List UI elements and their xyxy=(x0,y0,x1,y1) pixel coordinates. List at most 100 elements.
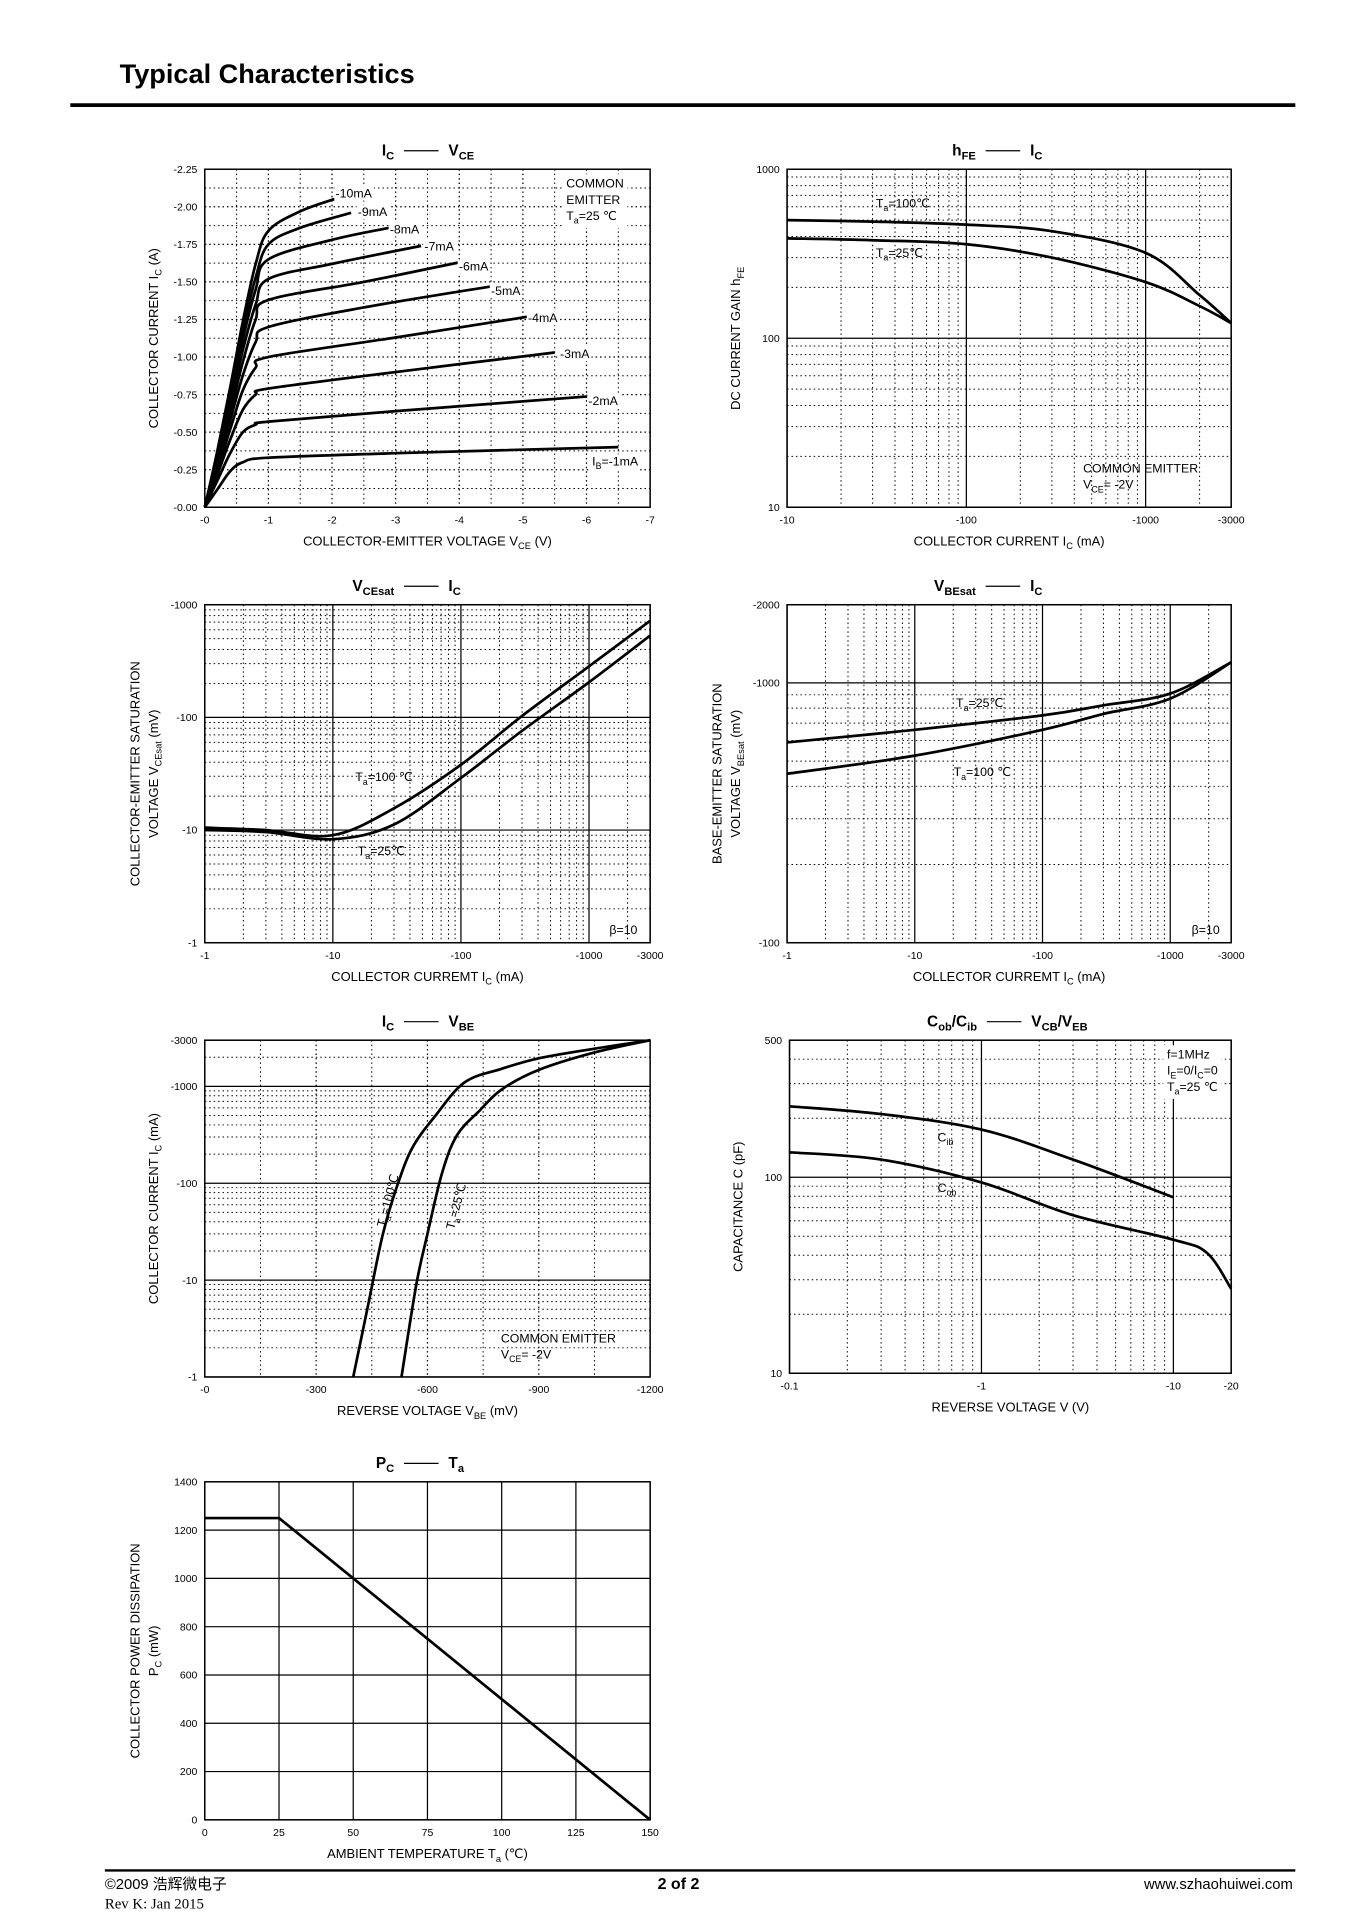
annotation-bg xyxy=(1163,1045,1222,1099)
subscript: C xyxy=(386,1463,394,1475)
subscript: ib xyxy=(946,1137,953,1147)
y-tick-label: -0.00 xyxy=(174,503,198,514)
label-bg xyxy=(334,186,374,201)
text-part: COLLECTOR CURREMT I xyxy=(331,969,485,984)
subscript: a xyxy=(964,703,969,713)
annotation: Ta=25 ℃ xyxy=(1167,1080,1218,1097)
series-line xyxy=(789,1104,1174,1199)
subscript: FE xyxy=(962,150,976,162)
series-label: Ta=100 ℃ xyxy=(355,770,413,787)
annotation: COMMON EMITTER xyxy=(1083,462,1198,476)
text-part: (mV) xyxy=(486,1403,518,1418)
y-tick-label: 500 xyxy=(765,1036,783,1047)
series-line xyxy=(203,445,619,509)
x-axis-label: COLLECTOR CURREMT IC (mA) xyxy=(913,969,1105,987)
text-part: (A) xyxy=(146,248,161,269)
copyright: ©2009 浩辉微电子 xyxy=(105,1876,227,1893)
subscript: C xyxy=(485,977,492,987)
text-part: T xyxy=(448,1455,458,1472)
text-part: T xyxy=(355,770,363,784)
x-tick-label: -1200 xyxy=(637,1385,664,1396)
text-part: COLLECTOR CURRENT I xyxy=(146,276,161,429)
text-part: V xyxy=(934,578,945,595)
series-line xyxy=(400,1038,651,1378)
x-tick-label: -1000 xyxy=(1132,515,1159,526)
annotation: IE=0/IC=0 xyxy=(1167,1064,1218,1081)
y-tick-label: -2000 xyxy=(753,600,780,611)
y-axis-label: CAPACITANCE C (pF) xyxy=(731,1142,746,1272)
y-tick-label: -10 xyxy=(182,1276,197,1287)
text-part: VOLTAGE V xyxy=(146,766,161,838)
x-tick-label: -10 xyxy=(1166,1381,1181,1392)
y-tick-label: -0.25 xyxy=(174,465,198,476)
chart-title: hFE xyxy=(952,143,976,163)
text-part: V xyxy=(448,143,459,160)
series-label: Ta=100℃ xyxy=(876,196,930,213)
y-tick-label: -1.75 xyxy=(174,240,198,251)
x-tick-label: -5 xyxy=(518,515,527,526)
plot-frame xyxy=(788,1039,1232,1375)
x-tick-label: -3000 xyxy=(1218,515,1245,526)
text-part: = -2V xyxy=(1104,478,1135,492)
text-part: =25℃ xyxy=(370,844,405,858)
label-bg xyxy=(356,205,390,220)
plot-frame xyxy=(204,1039,651,1378)
text-part: T xyxy=(876,196,884,210)
plot-frame xyxy=(204,1481,651,1821)
subscript: C xyxy=(453,586,461,598)
text-part: I xyxy=(382,1014,386,1031)
series-label: Cib xyxy=(938,1130,954,1147)
series-line xyxy=(203,196,339,508)
x-axis-label: COLLECTOR-EMITTER VOLTAGE VCE (V) xyxy=(303,533,552,551)
subscript: a xyxy=(961,772,966,782)
x-tick-label: -0.1 xyxy=(781,1381,799,1392)
text-part: =25℃ xyxy=(969,696,1004,710)
series-line xyxy=(351,1038,651,1378)
x-tick-label: -4 xyxy=(455,515,464,526)
series-line xyxy=(204,619,651,838)
subscript: CE xyxy=(518,541,531,551)
subscript: a xyxy=(452,1217,463,1224)
subscript: a xyxy=(883,203,888,213)
text-part: = -2V xyxy=(521,1347,552,1361)
chart-title: VCEsat xyxy=(352,578,394,598)
x-axis-label: COLLECTOR CURREMT IC (mA) xyxy=(331,969,523,987)
series-label: -8mA xyxy=(390,222,420,236)
x-tick-label: -100 xyxy=(450,951,471,962)
x-tick-label: -1000 xyxy=(576,951,603,962)
x-tick-label: -3 xyxy=(391,515,400,526)
x-tick-label: -1 xyxy=(264,515,273,526)
subscript: BE xyxy=(459,1021,474,1033)
y-tick-label: 100 xyxy=(762,334,780,345)
series-label: Ta=25℃ xyxy=(358,844,405,861)
chart-title: IC xyxy=(382,143,394,163)
y-tick-label: -1000 xyxy=(753,679,780,690)
subscript: a xyxy=(458,1463,465,1475)
text-part: T xyxy=(956,696,964,710)
y-tick-label: 100 xyxy=(765,1173,783,1184)
x-tick-label: -1 xyxy=(782,951,791,962)
x-tick-label: -300 xyxy=(306,1385,327,1396)
text-part: REVERSE VOLTAGE V xyxy=(337,1403,474,1418)
text-part: (mA) xyxy=(146,1113,161,1145)
chart-title: PC xyxy=(376,1455,394,1475)
x-tick-label: 75 xyxy=(422,1828,434,1839)
series-line xyxy=(787,236,1232,325)
series-line xyxy=(786,661,1232,776)
series-line xyxy=(789,1150,1233,1290)
text-part: T xyxy=(374,1217,390,1228)
annotation: β=10 xyxy=(609,923,637,937)
y-tick-label: -1.50 xyxy=(174,278,198,289)
x-tick-label: -2 xyxy=(327,515,336,526)
y-tick-label: 1400 xyxy=(174,1478,197,1489)
text-part: V xyxy=(352,578,363,595)
text-part: COLLECTOR CURRENT I xyxy=(914,533,1067,548)
x-tick-label: 50 xyxy=(347,1828,359,1839)
subscript: E xyxy=(1170,1070,1176,1080)
y-axis-label: COLLECTOR POWER DISSIPATION xyxy=(127,1543,142,1758)
y-axis-label: VOLTAGE VCEsat (mV) xyxy=(146,710,164,838)
y-axis-label: VOLTAGE VBEsat (mV) xyxy=(728,710,746,838)
series-line xyxy=(203,351,555,508)
text-part: =100℃ xyxy=(888,196,930,210)
